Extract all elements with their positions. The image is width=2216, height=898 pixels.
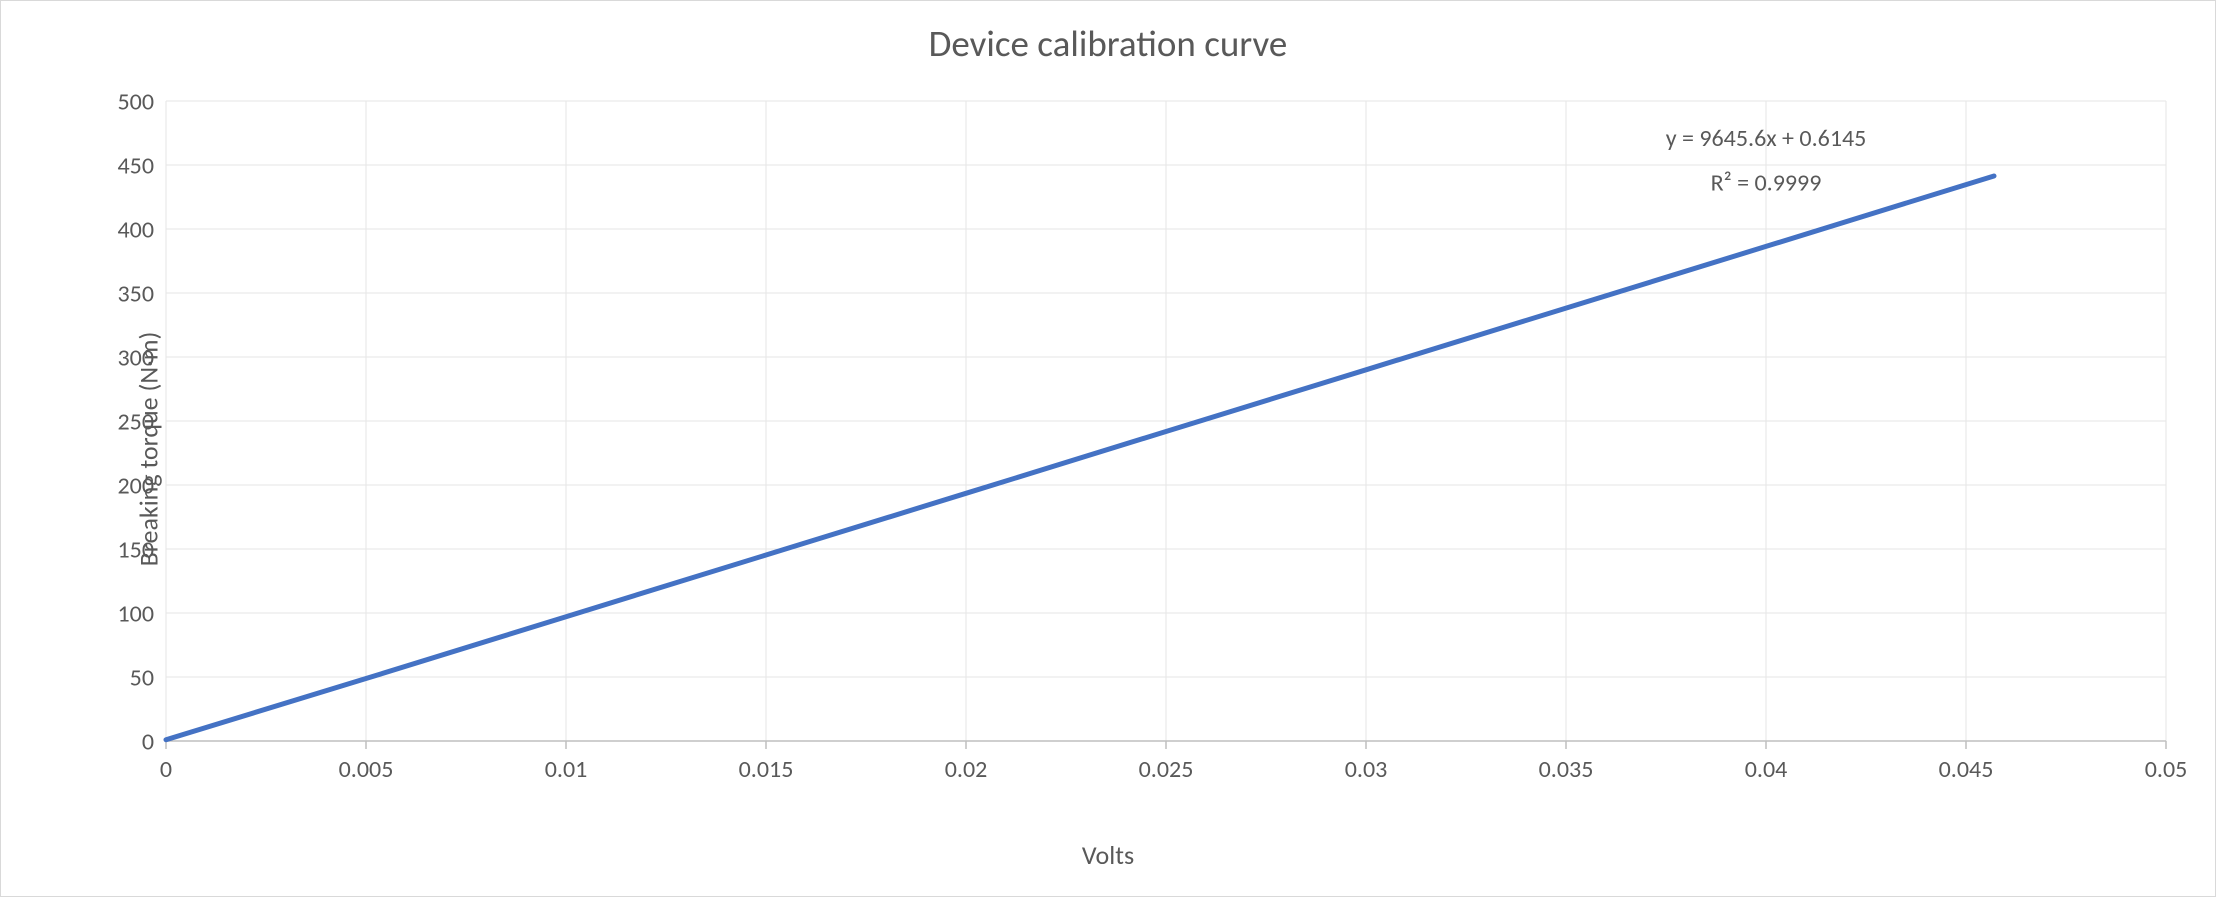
x-tick-label: 0.015 [739,755,794,784]
x-tick-label: 0.03 [1345,755,1388,784]
x-tick-label: 0.035 [1539,755,1594,784]
x-tick-label: 0.05 [2145,755,2188,784]
y-tick-label: 150 [118,535,155,564]
y-tick-label: 200 [118,471,155,500]
trendline-equation-text: y = 9645.6x + 0.6145 [1666,124,1867,153]
x-tick-label: 0 [160,755,172,784]
x-tick-label: 0.025 [1139,755,1194,784]
chart-container: Device calibration curve Breaking torque… [0,0,2216,897]
x-tick-label: 0.005 [339,755,394,784]
y-tick-label: 350 [118,279,155,308]
y-tick-label: 500 [118,87,155,116]
chart-plot-svg: 0 0.005 0.01 0.015 0.02 0.025 0.03 0.035 0.04 0.0… [1,1,2216,898]
x-tick-label: 0.02 [945,755,988,784]
x-tick-label: 0.04 [1745,755,1788,784]
y-tick-label: 0 [142,727,154,756]
y-tick-label: 300 [118,343,155,372]
y-tick-label: 450 [118,151,155,180]
trendline-r2-text: R² = 0.9999 [1711,169,1822,198]
x-tick-label: 0.01 [545,755,588,784]
y-tick-label: 50 [130,663,154,692]
y-tick-label: 100 [118,599,155,628]
data-series-line [166,176,1994,740]
y-tick-label: 400 [118,215,155,244]
x-tick-label: 0.045 [1939,755,1994,784]
y-tick-label: 250 [118,407,155,436]
